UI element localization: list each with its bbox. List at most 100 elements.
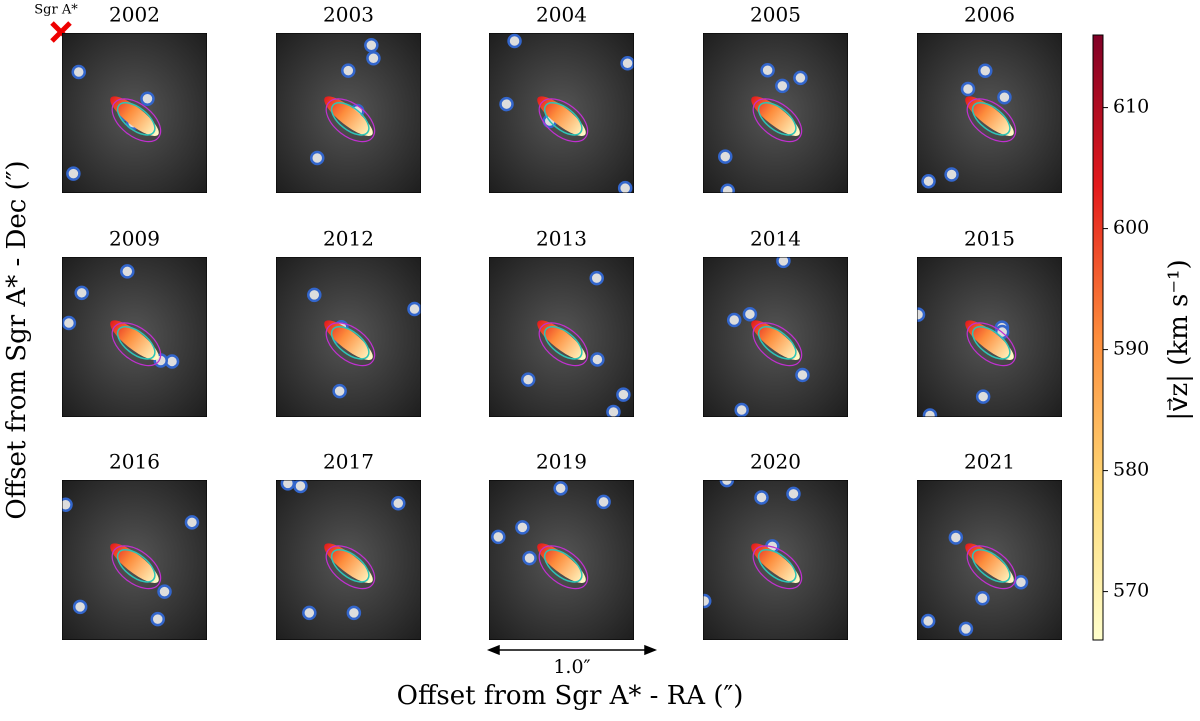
panel-title: 2004 (536, 3, 587, 27)
star (718, 149, 733, 164)
panel-image (62, 257, 207, 417)
star (507, 33, 522, 49)
star (793, 70, 808, 86)
colorbar (1092, 34, 1104, 641)
star (620, 56, 634, 71)
star (341, 63, 356, 78)
contour (116, 549, 156, 583)
contour (116, 102, 156, 136)
star (309, 150, 325, 166)
contour (325, 98, 376, 143)
star (760, 62, 775, 78)
star (978, 63, 993, 79)
panel-title: 2015 (964, 227, 1015, 251)
panel-image (489, 257, 634, 417)
star (742, 306, 758, 322)
panel-title: 2012 (323, 227, 374, 251)
contour (752, 98, 803, 143)
y-axis-label: Offset from Sgr A* - Dec (″) (2, 160, 32, 519)
star (332, 383, 347, 399)
star (795, 367, 810, 383)
contour (757, 102, 797, 136)
star (391, 496, 406, 511)
source-blob (751, 96, 800, 136)
star (917, 307, 926, 322)
star (307, 287, 322, 303)
colorbar-tick-label: 600 (1113, 217, 1149, 239)
star (596, 494, 611, 510)
colorbar-tick-label: 580 (1113, 459, 1149, 481)
source-blob (110, 320, 159, 360)
contour (325, 322, 376, 367)
panel-image (62, 33, 207, 193)
star (302, 605, 317, 621)
panel-image (917, 480, 1062, 640)
star (120, 264, 135, 279)
marker-label: Sgr A* (34, 3, 78, 18)
panel-title: 2014 (750, 227, 801, 251)
star (66, 166, 81, 181)
star (407, 301, 421, 317)
star (921, 173, 936, 189)
star (786, 486, 801, 502)
star (62, 497, 73, 512)
contour (757, 326, 797, 360)
x-axis-label: Offset from Sgr A* - RA (″) (397, 681, 744, 711)
star (150, 611, 165, 627)
contour (111, 98, 162, 143)
scale-label: 1.0″ (553, 656, 590, 678)
star (776, 257, 791, 269)
source-blob (965, 96, 1014, 136)
panel-image (62, 480, 207, 640)
star (775, 78, 790, 94)
star (74, 285, 89, 301)
star (520, 372, 536, 387)
contour (538, 545, 589, 590)
panel-image (276, 33, 421, 193)
source-blob (965, 320, 1014, 360)
contour (757, 549, 797, 583)
source-blob (751, 320, 800, 360)
source-blob (537, 543, 586, 583)
contour (330, 326, 370, 360)
contour (543, 102, 583, 136)
star (140, 91, 155, 106)
star (72, 599, 88, 615)
star (975, 590, 990, 606)
star (734, 402, 749, 417)
source-blob (324, 543, 373, 583)
panel-image (917, 33, 1062, 193)
contour (538, 98, 589, 143)
panel-image (703, 33, 848, 193)
star (364, 38, 379, 53)
contour (752, 545, 803, 590)
source-blob (110, 96, 159, 136)
contour (752, 322, 803, 367)
star (522, 550, 537, 566)
colorbar-tick-label: 570 (1113, 580, 1149, 602)
star (720, 183, 735, 193)
panel-image (489, 33, 634, 193)
star (553, 481, 568, 496)
star (726, 312, 742, 328)
colorbar-label: |v⃗z| (km s⁻¹) (1164, 259, 1194, 420)
star (997, 90, 1012, 105)
panel-title: 2019 (536, 450, 587, 474)
star (960, 81, 976, 97)
contour (543, 326, 583, 360)
panel-title: 2016 (109, 450, 160, 474)
star (975, 389, 991, 404)
scale-bar (486, 644, 658, 656)
star (703, 593, 712, 609)
panel-title: 2006 (964, 3, 1015, 27)
contour (330, 549, 370, 583)
contour (966, 545, 1017, 590)
contour (966, 98, 1017, 143)
star (606, 404, 621, 417)
star (499, 96, 514, 112)
panel-title: 2021 (964, 450, 1015, 474)
panel-image (276, 257, 421, 417)
panel-image (917, 257, 1062, 417)
star (157, 584, 172, 599)
